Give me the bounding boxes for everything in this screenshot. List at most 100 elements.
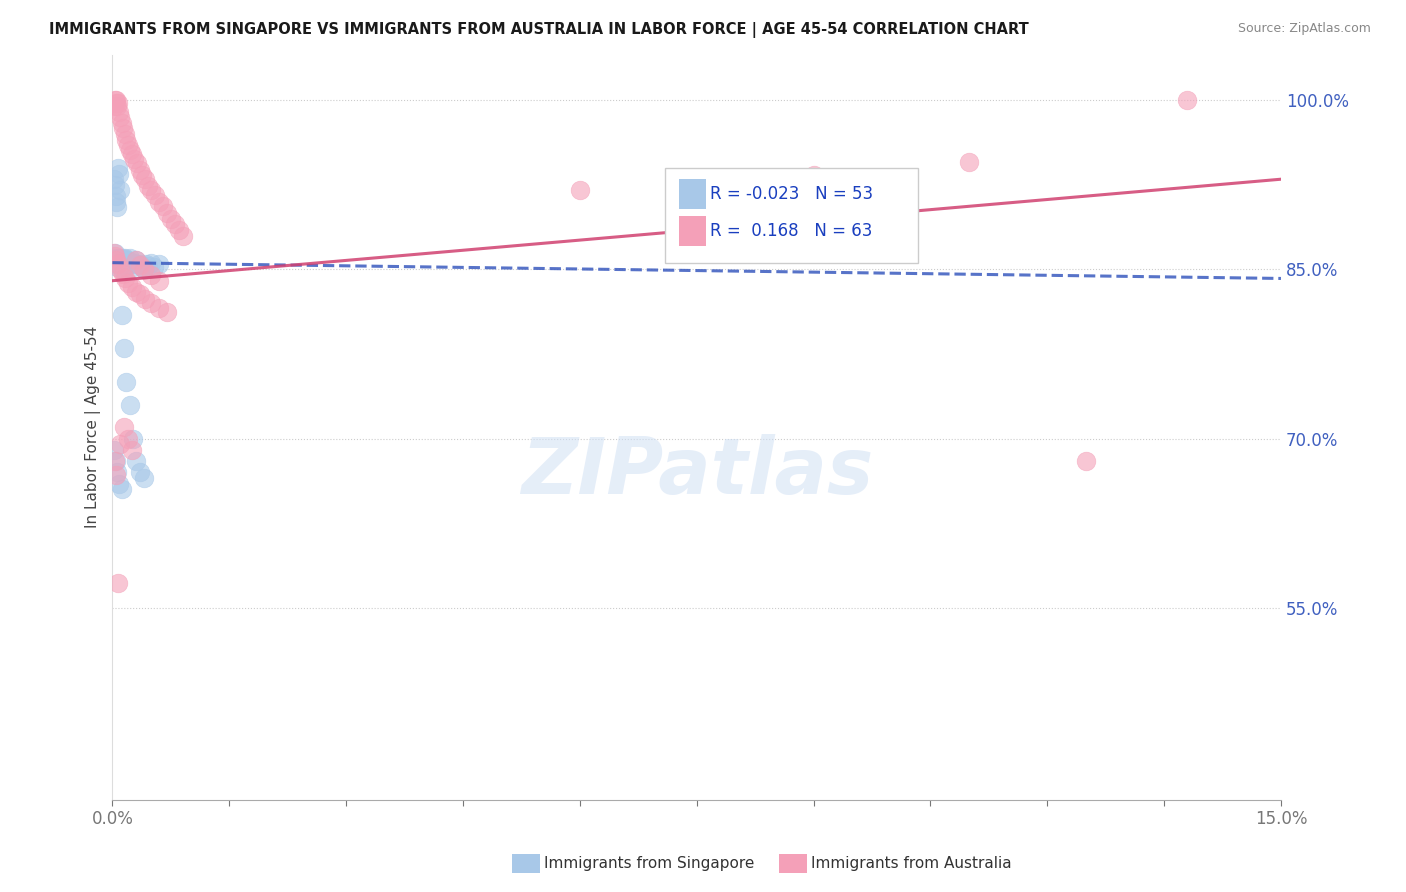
Point — [104, 253, 127, 268]
Point — [104, 95, 127, 110]
Point — [104, 245, 127, 260]
Point — [114, 251, 136, 265]
Point — [115, 260, 138, 275]
Point — [107, 255, 129, 269]
Point — [112, 420, 135, 434]
Point — [104, 454, 127, 468]
Point — [107, 251, 129, 265]
Point — [122, 255, 145, 269]
Point — [141, 255, 163, 269]
Point — [141, 268, 163, 282]
Point — [111, 251, 134, 265]
Point — [686, 174, 709, 188]
Point — [803, 168, 825, 182]
Point — [121, 260, 143, 275]
Point — [125, 253, 148, 268]
Point — [125, 253, 148, 268]
Point — [108, 262, 131, 277]
Point — [128, 466, 150, 480]
Point — [131, 260, 153, 275]
Point — [129, 287, 152, 301]
Point — [105, 93, 128, 107]
Point — [107, 257, 129, 271]
Point — [134, 172, 156, 186]
Point — [107, 576, 129, 591]
Point — [108, 110, 131, 124]
Point — [111, 262, 134, 277]
Point — [108, 184, 131, 198]
Point — [105, 99, 128, 113]
Text: Immigrants from Singapore: Immigrants from Singapore — [544, 856, 755, 871]
Point — [104, 454, 127, 468]
Point — [117, 253, 139, 268]
Point — [1177, 93, 1199, 107]
Point — [118, 143, 141, 157]
Point — [108, 437, 131, 451]
Point — [104, 249, 127, 263]
Point — [107, 167, 129, 181]
Point — [105, 201, 128, 215]
Point — [136, 178, 159, 193]
Point — [172, 228, 194, 243]
Point — [111, 483, 134, 497]
Point — [121, 432, 143, 446]
Text: Immigrants from Australia: Immigrants from Australia — [811, 856, 1012, 871]
Point — [104, 189, 127, 203]
Point — [135, 257, 157, 271]
Point — [156, 206, 179, 220]
Point — [141, 184, 163, 198]
Point — [136, 259, 159, 273]
Point — [957, 155, 980, 169]
Point — [117, 432, 139, 446]
Point — [107, 476, 129, 491]
Point — [167, 223, 190, 237]
Point — [118, 251, 141, 265]
Point — [111, 116, 134, 130]
Point — [131, 168, 153, 182]
Text: IMMIGRANTS FROM SINGAPORE VS IMMIGRANTS FROM AUSTRALIA IN LABOR FORCE | AGE 45-5: IMMIGRANTS FROM SINGAPORE VS IMMIGRANTS … — [49, 22, 1029, 38]
Point — [115, 133, 138, 147]
Point — [111, 308, 134, 322]
Point — [108, 253, 131, 268]
Point — [103, 251, 125, 265]
Point — [134, 292, 156, 306]
Point — [127, 257, 149, 271]
Y-axis label: In Labor Force | Age 45-54: In Labor Force | Age 45-54 — [86, 326, 101, 528]
Point — [121, 147, 143, 161]
Point — [1076, 454, 1098, 468]
Point — [163, 217, 186, 231]
Point — [121, 280, 143, 294]
Text: R =  0.168   N = 63: R = 0.168 N = 63 — [710, 222, 872, 240]
Point — [128, 257, 150, 271]
Point — [118, 398, 141, 412]
Point — [107, 95, 129, 110]
Point — [156, 305, 179, 319]
Point — [105, 260, 128, 275]
Point — [148, 301, 170, 315]
Point — [568, 184, 591, 198]
Point — [105, 194, 128, 209]
Point — [132, 262, 155, 277]
Point — [152, 199, 174, 213]
Point — [148, 274, 170, 288]
Text: ZIPatlas: ZIPatlas — [520, 434, 873, 510]
Point — [125, 454, 148, 468]
Point — [107, 104, 129, 119]
Point — [105, 467, 128, 482]
Point — [103, 172, 125, 186]
Point — [104, 178, 127, 192]
Text: R = -0.023   N = 53: R = -0.023 N = 53 — [710, 185, 873, 202]
Point — [114, 127, 136, 141]
Point — [143, 260, 166, 275]
Point — [117, 276, 139, 290]
Point — [114, 255, 136, 269]
Point — [132, 262, 155, 277]
Point — [105, 466, 128, 480]
Point — [105, 257, 128, 271]
Point — [107, 161, 129, 175]
Point — [112, 253, 135, 268]
Point — [103, 99, 125, 113]
Point — [103, 442, 125, 457]
Point — [112, 257, 135, 271]
Point — [125, 156, 148, 170]
